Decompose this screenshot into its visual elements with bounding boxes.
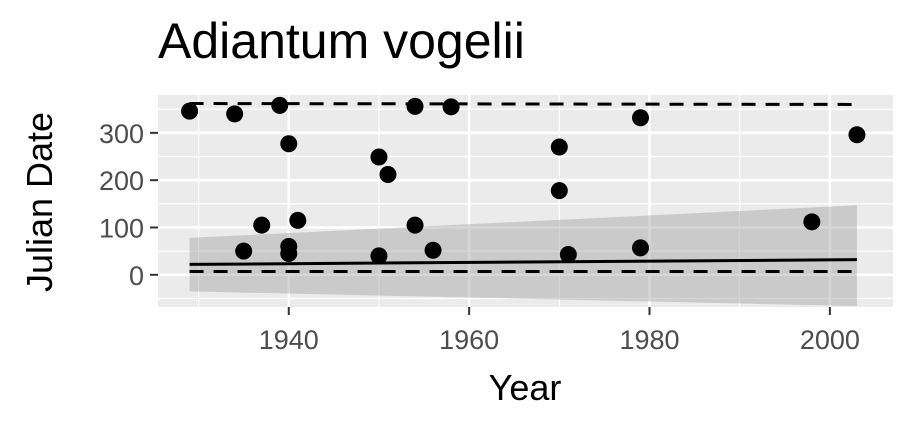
data-point: [406, 216, 424, 234]
x-axis-title: Year: [489, 367, 562, 408]
y-tick-label: 0: [129, 261, 144, 291]
data-point: [379, 166, 397, 183]
y-tick-label: 300: [99, 119, 144, 149]
data-point: [181, 102, 199, 120]
data-point: [559, 245, 577, 263]
data-point: [226, 105, 244, 123]
data-point: [280, 245, 298, 263]
data-point: [271, 96, 289, 114]
data-point: [550, 182, 568, 200]
y-tick-label: 100: [99, 214, 144, 244]
x-tick-label: 1960: [439, 325, 499, 355]
data-point: [370, 247, 388, 265]
y-tick-label: 200: [99, 166, 144, 196]
data-point: [235, 242, 253, 260]
data-point: [550, 138, 568, 156]
major-gridlines: [158, 95, 893, 307]
confidence-band: [189, 205, 857, 307]
data-point: [424, 241, 442, 259]
x-axis: 1940 1960 1980 2000: [259, 307, 860, 355]
minor-gridlines: [158, 95, 893, 307]
data-points: [181, 96, 866, 265]
x-tick-label: 1980: [619, 325, 679, 355]
data-point: [280, 135, 298, 153]
x-tick-label: 1940: [259, 325, 319, 355]
x-tick-label: 2000: [800, 325, 860, 355]
data-point: [370, 148, 388, 166]
data-point: [406, 97, 424, 115]
data-point: [442, 98, 460, 116]
y-axis-title: Julian Date: [19, 112, 60, 292]
data-point: [848, 126, 866, 144]
upper-dashed-line: [189, 102, 857, 106]
trend-line: [189, 258, 857, 266]
data-point: [289, 211, 307, 229]
y-axis: 0 100 200 300: [99, 119, 158, 291]
data-point: [803, 213, 821, 231]
data-point: [253, 216, 271, 234]
chart-title: Adiantum vogelii: [158, 13, 525, 69]
data-point: [631, 109, 649, 127]
data-point: [631, 239, 649, 257]
